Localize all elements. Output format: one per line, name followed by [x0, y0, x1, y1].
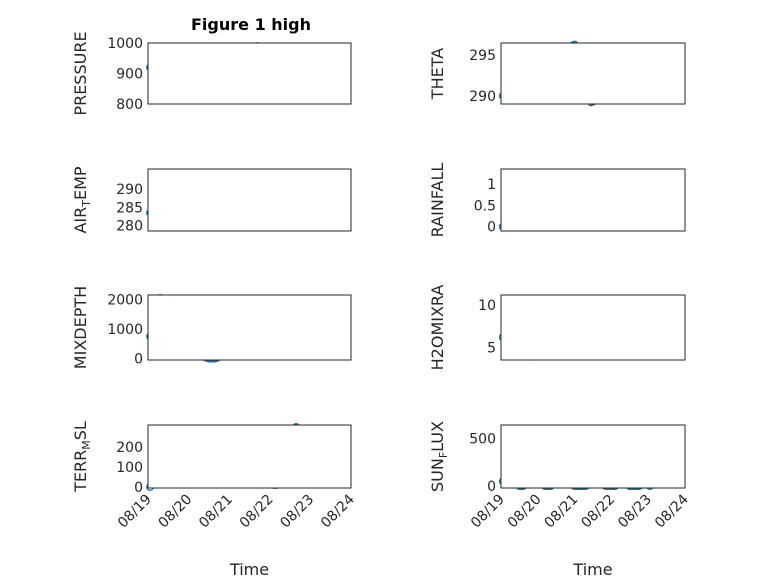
rainfall-ytick-label: 1 — [487, 177, 496, 193]
air_temp-ytick-label: 290 — [116, 182, 143, 198]
axes-pressure: 800 900 1000 PRESSURE — [71, 31, 352, 116]
pressure-ytick-label: 900 — [116, 67, 143, 83]
air_temp-ylabel: AIRTEMP — [71, 166, 93, 233]
terr_msl-axes-frame — [147, 424, 352, 489]
terr_msl-xlabel: Time — [229, 560, 269, 579]
air_temp-axes-frame — [147, 168, 352, 232]
terr_msl-ytick-label: 100 — [116, 460, 143, 476]
rainfall-ytick-label: 0 — [487, 220, 496, 236]
pressure-ylabel: PRESSURE — [71, 31, 90, 115]
terr_msl-xtick-label: 08/22 — [237, 492, 277, 532]
terr_msl-ytick-label: 0 — [134, 480, 143, 496]
sun_flux-xtick-label: 08/24 — [652, 491, 692, 531]
terr_msl-ytick-label: 200 — [116, 440, 143, 456]
rainfall-ytick-label: 0.5 — [474, 198, 496, 214]
theta-ytick-label: 290 — [469, 89, 496, 105]
sun_flux-xtick-label: 08/19 — [468, 492, 508, 532]
mixdepth-ylabel: MIXDEPTH — [71, 286, 90, 369]
h2omixra-ytick-label: 5 — [487, 340, 496, 356]
mixdepth-ytick-label: 2000 — [107, 292, 143, 308]
rainfall-ylabel: RAINFALL — [428, 163, 447, 238]
mixdepth-ytick-label: 0 — [134, 352, 143, 368]
sun_flux-ytick-label: 500 — [469, 431, 496, 447]
h2omixra-axes-frame — [500, 294, 686, 361]
sun_flux-axes-frame — [500, 424, 686, 489]
theta-ytick-label: 295 — [469, 48, 496, 64]
sun_flux-xtick-label: 08/23 — [615, 492, 655, 532]
h2omixra-ytick-label: 10 — [478, 298, 496, 314]
sun_flux-xlabel: Time — [572, 560, 612, 579]
pressure-ytick-label: 1000 — [107, 36, 143, 52]
pressure-ytick-label: 800 — [116, 97, 143, 113]
axes-theta: 290 295 THETA — [428, 40, 686, 107]
sun_flux-ylabel: SUNFLUX — [428, 421, 450, 492]
terr_msl-ylabel: TERRMSL — [71, 421, 93, 493]
theta-ylabel: THETA — [428, 48, 447, 100]
air_temp-ytick-label: 285 — [116, 200, 143, 216]
terr_msl-xtick-label: 08/20 — [156, 492, 196, 532]
h2omixra-ylabel: H2OMIXRA — [428, 285, 447, 371]
rainfall-axes-frame — [500, 168, 686, 232]
air_temp-ytick-label: 280 — [116, 219, 143, 235]
figure-title: Figure 1 high — [191, 15, 311, 34]
terr_msl-xtick-label: 08/23 — [277, 492, 317, 532]
axes-air_temp: 280 285 290 AIRTEMP — [71, 166, 352, 235]
sun_flux-ytick-label: 0 — [487, 479, 496, 495]
sun_flux-xtick-label: 08/20 — [505, 492, 545, 532]
terr_msl-xtick-label: 08/24 — [318, 491, 358, 531]
sun_flux-xtick-label: 08/22 — [578, 492, 618, 532]
axes-mixdepth: 0 1000 2000 MIXDEPTH — [71, 286, 352, 369]
axes-rainfall: 0 0.5 1 RAINFALL — [428, 163, 686, 238]
axes-terr_msl: 08/19 08/20 08/21 08/22 08/23 08/24 0 100 200 TER… — [71, 421, 358, 579]
theta-axes-frame — [500, 42, 686, 105]
mixdepth-axes-frame — [147, 294, 352, 361]
terr_msl-xtick-label: 08/21 — [196, 492, 236, 532]
mixdepth-ytick-label: 1000 — [107, 322, 143, 338]
terr_msl-xtick-label: 08/19 — [115, 492, 155, 532]
axes-h2omixra: 5 10 H2OMIXRA — [428, 285, 686, 371]
pressure-axes-frame — [147, 42, 352, 105]
sun_flux-xtick-label: 08/21 — [542, 492, 582, 532]
